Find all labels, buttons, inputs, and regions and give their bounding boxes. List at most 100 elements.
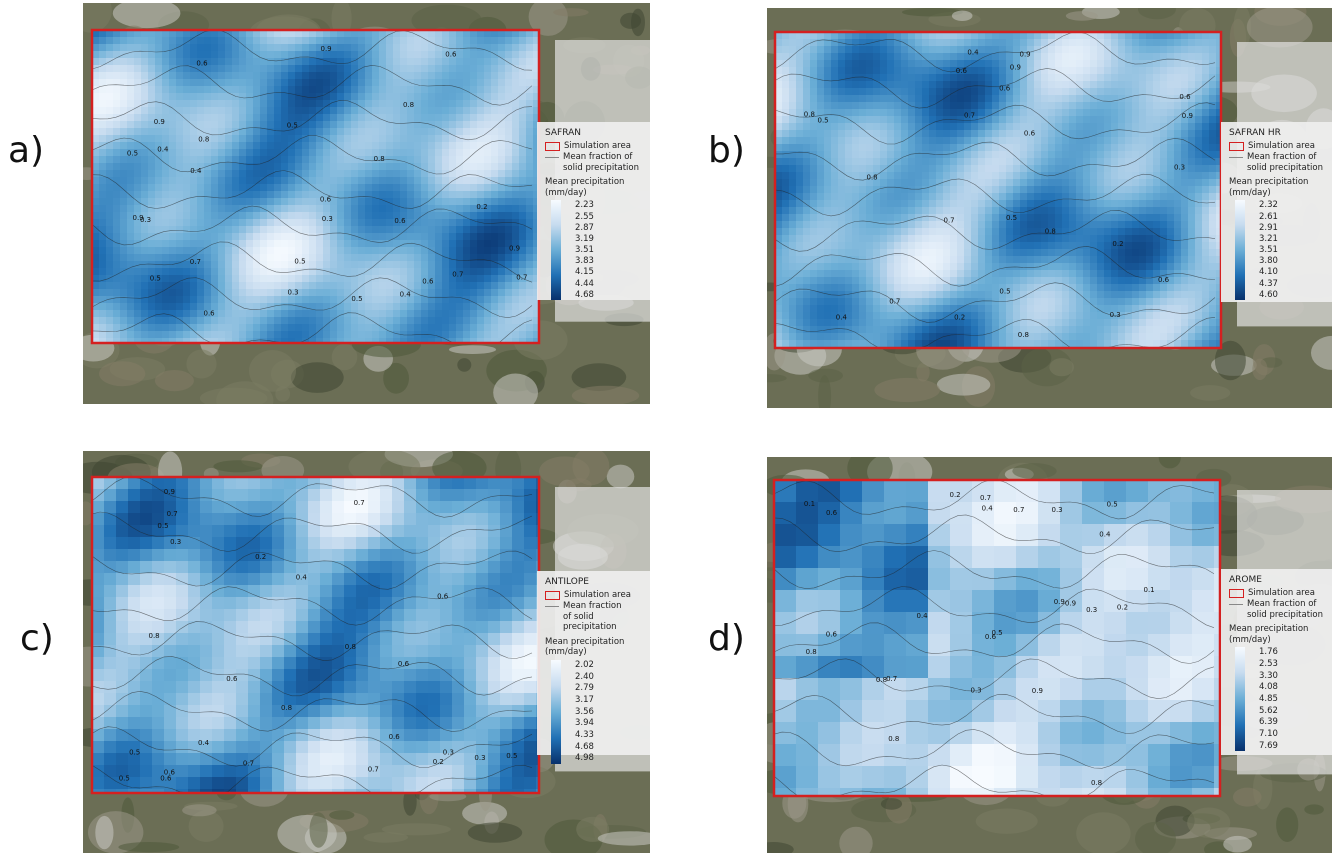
- precip-cell: [957, 123, 965, 131]
- precip-cell: [1041, 74, 1049, 82]
- precip-cell: [484, 128, 492, 136]
- precip-cell: [99, 135, 107, 143]
- precip-cell: [120, 79, 128, 87]
- precip-cell: [134, 254, 142, 262]
- precip-cell: [943, 137, 951, 145]
- precip-cell: [344, 163, 352, 171]
- precip-cell: [1139, 151, 1147, 159]
- precip-cell: [407, 233, 415, 241]
- precip-cell: [512, 121, 520, 129]
- precip-cell: [232, 149, 240, 157]
- precip-cell: [414, 93, 422, 101]
- precip-cell: [803, 88, 811, 96]
- precip-cell: [365, 79, 373, 87]
- precip-cell: [211, 282, 219, 290]
- precip-cell: [1209, 67, 1217, 75]
- precip-cell: [1076, 102, 1084, 110]
- precip-cell: [421, 37, 429, 45]
- precip-cell: [992, 172, 1000, 180]
- precip-cell: [141, 205, 149, 213]
- precip-cell: [295, 303, 303, 311]
- precip-cell: [428, 212, 436, 220]
- precip-cell: [414, 282, 422, 290]
- precip-cell: [372, 198, 380, 206]
- precip-cell: [1216, 74, 1222, 82]
- precip-cell: [225, 149, 233, 157]
- precip-cell: [533, 177, 540, 185]
- precip-cell: [421, 184, 429, 192]
- precip-cell: [449, 37, 457, 45]
- precip-cell: [302, 289, 310, 297]
- precip-cell: [141, 128, 149, 136]
- precip-cell: [127, 184, 135, 192]
- precip-cell: [1195, 46, 1203, 54]
- precip-cell: [456, 289, 464, 297]
- precip-cell: [162, 212, 170, 220]
- precip-cell: [477, 30, 485, 38]
- precip-cell: [1146, 123, 1154, 131]
- precip-cell: [526, 163, 534, 171]
- precip-cell: [344, 100, 352, 108]
- precip-cell: [1174, 144, 1182, 152]
- satellite-map: 0.60.70.80.60.50.40.30.20.90.80.70.60.4 0…: [767, 8, 1332, 408]
- precip-cell: [372, 149, 380, 157]
- precip-cell: [162, 338, 170, 344]
- precip-cell: [1097, 109, 1105, 117]
- precip-cell: [1132, 116, 1140, 124]
- precip-cell: [134, 135, 142, 143]
- precip-cell: [218, 51, 226, 59]
- precip-cell: [449, 198, 457, 206]
- precip-cell: [908, 151, 916, 159]
- precip-cell: [999, 46, 1007, 54]
- precip-cell: [92, 51, 100, 59]
- precip-cell: [120, 142, 128, 150]
- precip-cell: [155, 338, 163, 344]
- precip-cell: [866, 88, 874, 96]
- precip-cell: [533, 198, 540, 206]
- precip-cell: [379, 184, 387, 192]
- precip-cell: [498, 93, 506, 101]
- precip-cell: [1125, 207, 1133, 215]
- precip-cell: [1209, 193, 1217, 201]
- precip-cell: [887, 144, 895, 152]
- precip-cell: [337, 156, 345, 164]
- precip-cell: [824, 60, 832, 68]
- precip-cell: [309, 191, 317, 199]
- precip-cell: [435, 114, 443, 122]
- precip-cell: [99, 240, 107, 248]
- precip-cell: [190, 72, 198, 80]
- precip-cell: [155, 149, 163, 157]
- precip-cell: [183, 198, 191, 206]
- precip-cell: [1020, 221, 1028, 229]
- precip-cell: [428, 282, 436, 290]
- precip-cell: [985, 172, 993, 180]
- precip-cell: [985, 158, 993, 166]
- precip-cell: [1006, 109, 1014, 117]
- precip-cell: [526, 142, 534, 150]
- precip-cell: [309, 310, 317, 318]
- precip-cell: [470, 226, 478, 234]
- precip-cell: [810, 214, 818, 222]
- precip-cell: [498, 44, 506, 52]
- precip-cell: [169, 317, 177, 325]
- precip-cell: [204, 324, 212, 332]
- precip-cell: [106, 72, 114, 80]
- precip-cell: [113, 184, 121, 192]
- precip-cell: [302, 128, 310, 136]
- precip-cell: [943, 214, 951, 222]
- precip-cell: [148, 310, 156, 318]
- precip-cell: [817, 88, 825, 96]
- precip-cell: [943, 53, 951, 61]
- precip-cell: [943, 144, 951, 152]
- precip-cell: [246, 135, 254, 143]
- precip-cell: [169, 149, 177, 157]
- precip-cell: [407, 177, 415, 185]
- precip-cell: [824, 193, 832, 201]
- precip-cell: [1181, 46, 1189, 54]
- precip-cell: [491, 58, 499, 66]
- precip-cell: [176, 233, 184, 241]
- precip-cell: [442, 65, 450, 73]
- precip-cell: [316, 51, 324, 59]
- precip-cell: [267, 233, 275, 241]
- precip-cell: [344, 156, 352, 164]
